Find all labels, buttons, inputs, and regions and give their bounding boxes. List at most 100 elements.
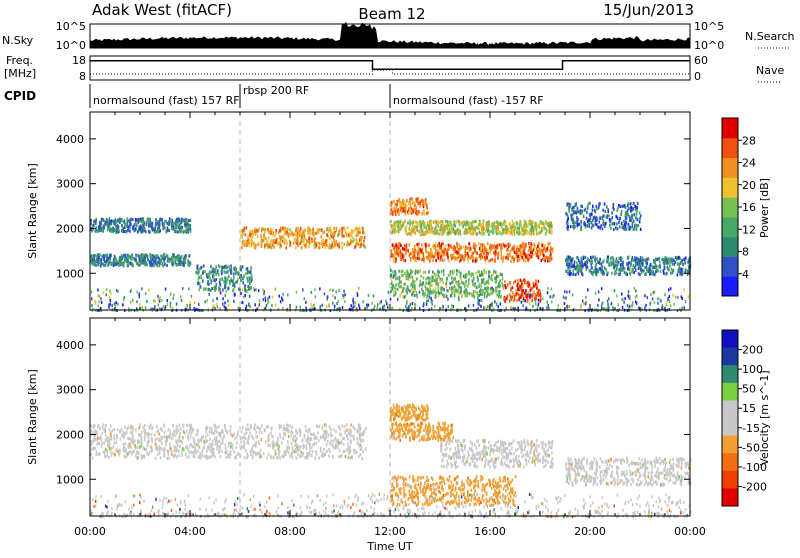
range-cell <box>394 230 396 233</box>
range-cell <box>603 215 605 218</box>
range-cell <box>404 248 406 251</box>
range-cell <box>205 287 207 290</box>
scatter-cell <box>296 306 298 309</box>
range-cell <box>188 255 190 258</box>
colorbar-swatch <box>722 158 738 178</box>
scatter-cell <box>116 508 118 511</box>
range-cell <box>573 273 575 276</box>
range-cell <box>247 235 249 238</box>
range-cell <box>93 263 95 266</box>
range-cell <box>459 230 461 233</box>
range-cell <box>507 283 509 286</box>
range-cell <box>465 291 467 294</box>
range-cell <box>318 231 320 234</box>
scatter-cell <box>358 304 360 307</box>
scatter-cell <box>134 495 136 498</box>
range-cell <box>122 263 124 266</box>
range-cell <box>642 256 644 259</box>
range-cell <box>525 223 527 226</box>
range-cell <box>527 299 529 302</box>
range-cell <box>576 210 578 213</box>
range-cell <box>524 252 526 255</box>
scatter-cell <box>240 506 242 509</box>
range-cell <box>232 284 234 287</box>
range-cell <box>589 202 591 205</box>
range-cell <box>351 240 353 243</box>
range-cell <box>105 255 107 258</box>
scatter-cell <box>409 290 411 293</box>
range-cell <box>162 223 164 226</box>
scatter-cell <box>212 299 214 302</box>
range-cell <box>430 229 432 232</box>
range-cell <box>538 224 540 227</box>
range-cell <box>297 231 299 234</box>
range-cell <box>421 228 423 231</box>
range-cell <box>390 212 392 215</box>
range-cell <box>260 240 262 243</box>
scatter-cell <box>179 511 181 514</box>
range-cell <box>229 282 231 285</box>
range-cell <box>189 219 191 222</box>
range-cell <box>625 221 627 224</box>
range-cell <box>587 207 589 210</box>
scatter-cell <box>344 300 346 303</box>
scatter-cell <box>117 303 119 306</box>
range-cell <box>405 252 407 255</box>
range-cell <box>243 274 245 277</box>
range-cell <box>481 232 483 235</box>
range-cell <box>439 233 441 236</box>
scatter-cell <box>98 300 100 303</box>
range-cell <box>227 271 229 274</box>
scatter-cell <box>159 297 161 300</box>
range-cell <box>492 246 494 249</box>
range-cell <box>156 230 158 233</box>
scatter-cell <box>440 292 442 295</box>
range-cell <box>395 253 397 256</box>
range-cell <box>411 221 413 224</box>
range-cell <box>425 202 427 205</box>
scatter-cell <box>446 507 448 510</box>
range-cell <box>478 242 480 245</box>
scatter-cell <box>379 302 381 305</box>
range-cell <box>129 229 131 232</box>
scatter-cell <box>240 292 242 295</box>
range-cell <box>164 223 166 226</box>
range-cell <box>529 256 531 259</box>
range-cell <box>247 270 249 273</box>
range-cell <box>351 231 353 234</box>
range-cell <box>513 281 515 284</box>
range-cell <box>626 212 628 215</box>
range-cell <box>512 286 514 289</box>
scatter-cell <box>213 502 215 505</box>
range-cell <box>112 230 114 233</box>
scatter-cell <box>608 306 610 309</box>
range-cell <box>516 299 518 302</box>
scatter-cell <box>522 304 524 307</box>
range-cell <box>621 257 623 260</box>
range-cell <box>619 273 621 276</box>
scatter-cell <box>110 299 112 302</box>
range-cell <box>134 258 136 261</box>
scatter-cell <box>167 303 169 306</box>
scatter-cell <box>498 305 500 308</box>
range-cell <box>477 270 479 273</box>
range-cell <box>270 230 272 233</box>
range-cell <box>517 255 519 258</box>
freq-panel: Freq. [MHz] 18 8 60 0 Nave <box>4 54 784 83</box>
range-cell <box>344 243 346 246</box>
scatter-cell <box>374 512 376 515</box>
range-cell <box>440 287 442 290</box>
range-cell <box>626 228 628 231</box>
range-cell <box>182 231 184 234</box>
range-cell <box>176 264 178 267</box>
scatter-cell <box>549 295 551 298</box>
scatter-cell <box>458 298 460 301</box>
range-cell <box>172 257 174 260</box>
range-cell <box>448 247 450 250</box>
range-cell <box>492 258 494 261</box>
scatter-cell <box>631 304 633 307</box>
range-cell <box>415 250 417 253</box>
scatter-cell <box>267 298 269 301</box>
range-cell <box>650 264 652 267</box>
range-cell <box>395 287 397 290</box>
